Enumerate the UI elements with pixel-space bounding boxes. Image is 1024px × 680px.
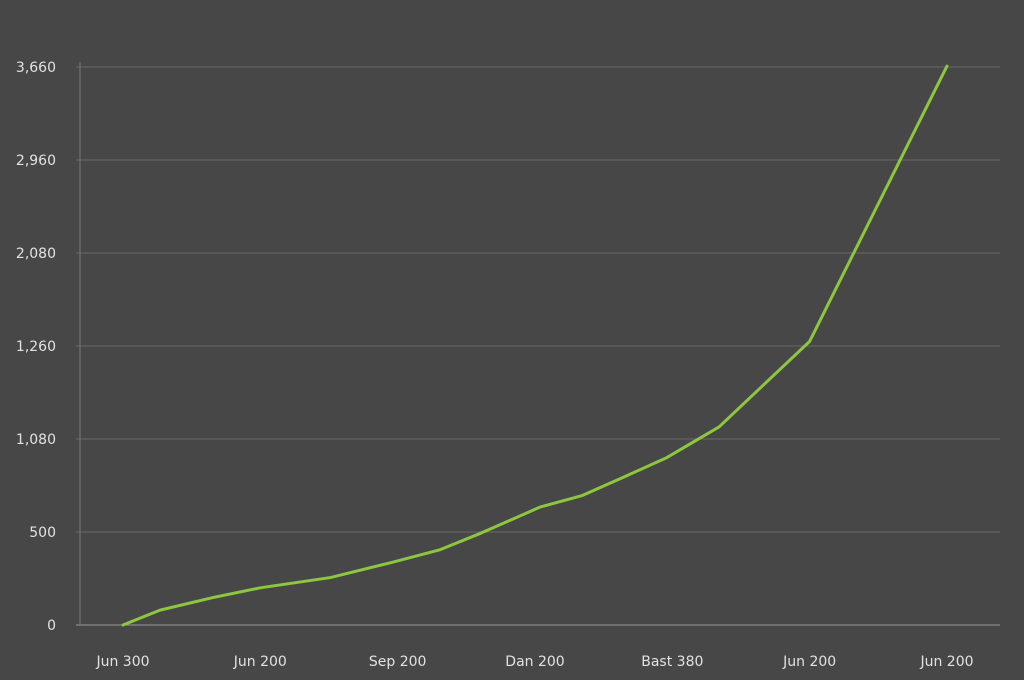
series (121, 64, 949, 627)
x-tick-label: Bast 380 (641, 654, 703, 670)
x-tick-label: Dan 200 (505, 654, 564, 670)
x-tick-label: Jun 200 (233, 654, 287, 670)
y-tick-label: 500 (29, 525, 56, 541)
grid (76, 62, 1000, 626)
x-tick-label: Jun 300 (95, 654, 149, 670)
x-axis: Jun 300 Jun 200 Sep 200 Dan 200 Bast 380 Jun … (95, 654, 973, 670)
y-axis: 0 500 1,080 1,260 2,080 2,960 3,660 (16, 60, 56, 634)
x-tick-label: Sep 200 (369, 654, 427, 670)
y-tick-label: 0 (47, 618, 56, 634)
y-tick-label: 2,960 (16, 153, 56, 169)
x-tick-label: Jun 200 (782, 654, 836, 670)
y-tick-label: 2,080 (16, 246, 56, 262)
y-tick-label: 1,260 (16, 339, 56, 355)
x-tick-label: Jun 200 (919, 654, 973, 670)
y-tick-label: 3,660 (16, 60, 56, 76)
y-tick-label: 1,080 (16, 432, 56, 448)
